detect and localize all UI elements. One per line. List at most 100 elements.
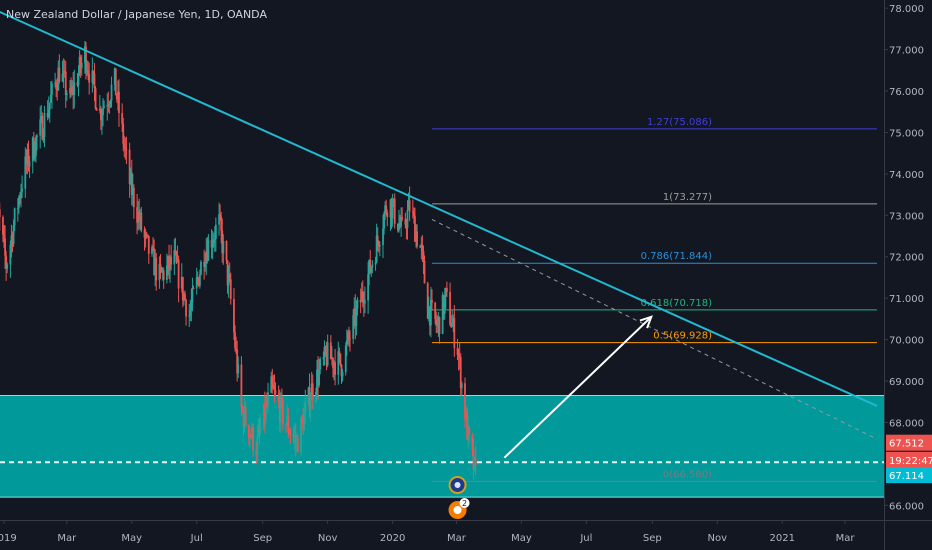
candle-body [236,349,239,374]
candle-body [399,223,401,227]
candle-body [315,391,317,399]
candlestick-series [0,41,477,480]
time-tick-label: Mar [836,533,856,544]
candle-body [71,86,74,93]
candle-body [106,105,109,107]
candle-body [278,402,281,423]
candle-body [13,208,16,226]
descending-trendline[interactable] [0,8,878,407]
candle-body [441,295,444,335]
candle-body [196,277,199,279]
candle-body [195,277,198,289]
candle-body [46,113,49,117]
price-axis-tag[interactable] [886,434,932,451]
candle-body [339,353,342,365]
candle-body [286,416,289,425]
price-axis-tag[interactable] [886,451,932,468]
fib-level-label: 1(73.277) [663,192,712,203]
time-tick-label: 2020 [380,533,405,544]
candle-body [428,306,431,326]
candle-body [207,240,210,261]
candle-body [47,109,50,117]
price-tick-label: 76.000 [889,87,924,98]
candle-body [450,324,453,327]
candle-body [107,105,110,107]
candle-body [54,82,57,84]
candle-body [145,233,148,235]
candle-body [411,211,414,213]
candle-body [383,213,385,229]
candle-body [324,346,327,354]
fib-level-label: 0.5(69.928) [653,331,712,342]
candle-body [115,95,118,100]
candle-body [250,434,252,437]
candle-body [384,205,387,214]
arrow-head [639,315,653,329]
candle-body [158,264,161,281]
projection-arrow[interactable] [503,316,652,459]
candle-body [102,107,104,116]
candle-body [337,351,340,375]
candle-body [354,308,357,326]
price-tick-label: 73.000 [889,211,924,222]
candle-body [369,260,372,273]
candle-body [293,435,296,437]
candle-body [139,212,142,222]
candle-body [326,342,329,366]
time-axis[interactable]: 2019 Mar May Jul Sep Nov 2020 Mar May Jul Sep Nov 20… [0,520,855,544]
candle-body [40,116,43,120]
candle-body [124,146,127,149]
candle-body [27,149,30,167]
candle-body [241,407,244,411]
candle-body [0,209,1,218]
candle-body [128,149,131,184]
candle-body [189,310,192,316]
candle-body [442,295,445,314]
candle-body [10,235,13,245]
candle-body [251,426,253,437]
projection-dashed-line[interactable] [431,219,878,440]
candle-body [329,342,332,360]
candle-body [72,86,75,95]
candle-body [5,255,8,269]
candle-body [61,73,64,82]
candle-body [161,270,164,273]
candle-body [247,425,250,439]
price-axis-tag[interactable] [886,467,932,484]
candle-body [165,265,168,280]
candle-body [449,291,451,325]
candle-body [168,256,170,270]
candle-body [176,259,179,263]
candle-body [113,68,116,85]
price-tick-label: 72.000 [889,253,924,264]
candle-body [16,207,19,209]
candle-body [374,262,377,265]
candle-body [55,82,58,89]
candle-body [323,346,326,358]
price-tick-label: 70.000 [889,336,924,347]
candle-body [375,235,378,263]
candle-body [408,200,411,212]
candle-body [137,211,140,223]
candle-body [57,67,60,91]
candle-body [233,299,235,333]
candle-body [110,84,113,101]
candle-body [154,257,157,276]
candle-body [25,156,28,165]
candle-body [234,332,236,348]
candle-body [77,73,80,86]
candle-body [307,387,310,403]
candle-body [140,212,143,230]
candle-body [346,332,349,341]
candle-body [257,428,260,436]
candle-body [132,187,135,208]
candle-body [48,102,51,110]
candle-body [474,457,477,466]
candle-body [228,274,231,280]
time-tick-label: Nov [708,533,728,544]
price-tick-label: 78.000 [889,4,924,15]
candle-body [20,191,22,199]
candle-body [136,207,138,223]
support-zone[interactable] [0,395,884,498]
